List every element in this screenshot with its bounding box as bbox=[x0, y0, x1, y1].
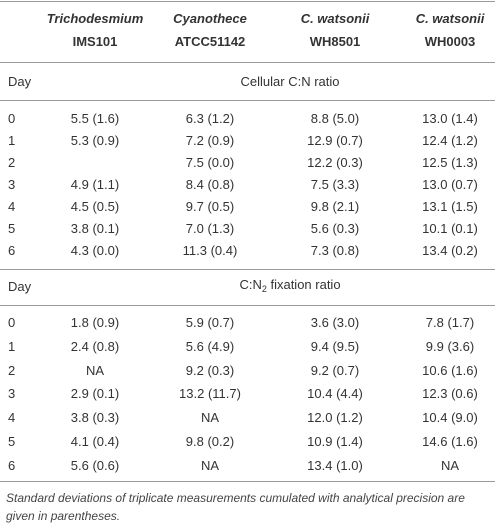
day: 1 bbox=[8, 133, 16, 148]
day: 3 bbox=[8, 386, 16, 402]
rule bbox=[0, 1, 495, 2]
cell: 3.6 (3.0) bbox=[310, 315, 360, 330]
day: 5 bbox=[8, 434, 16, 449]
cell: 13.2 (11.7) bbox=[179, 386, 241, 402]
cell: 3.8 (0.1) bbox=[70, 221, 120, 236]
cell: NA bbox=[200, 457, 220, 473]
section-title: Cellular C:N ratio bbox=[241, 74, 340, 90]
cell: 4.1 (0.4) bbox=[70, 434, 120, 449]
day: 2 bbox=[8, 362, 16, 378]
cell: 9.7 (0.5) bbox=[185, 199, 235, 214]
section-title-subscript: 2 bbox=[261, 284, 267, 294]
column-strain: WH8501 bbox=[309, 34, 361, 49]
cell: 13.1 (1.5) bbox=[422, 199, 478, 214]
cell: 5.5 (1.6) bbox=[70, 111, 120, 126]
cell: 9.9 (3.6) bbox=[425, 338, 475, 354]
cell: 9.4 (9.5) bbox=[310, 338, 360, 354]
rule bbox=[0, 62, 495, 63]
footnote: Standard deviations of triplicate measur… bbox=[6, 491, 465, 523]
day: 0 bbox=[8, 315, 16, 330]
day: 4 bbox=[8, 410, 16, 426]
section-title: C:N2 fixation ratio bbox=[239, 277, 340, 297]
cell: NA bbox=[85, 362, 105, 378]
cell: 7.0 (1.3) bbox=[185, 221, 235, 236]
column-name: C. watsonii bbox=[300, 11, 370, 26]
day: 0 bbox=[8, 111, 16, 126]
section-title-prefix: C:N bbox=[239, 277, 262, 292]
cell: 9.8 (2.1) bbox=[310, 199, 360, 214]
cell: 10.4 (4.4) bbox=[307, 386, 363, 402]
rule bbox=[0, 269, 495, 270]
cell: 6.3 (1.2) bbox=[185, 111, 235, 126]
cell: 7.2 (0.9) bbox=[185, 133, 235, 148]
cell: 12.9 (0.7) bbox=[307, 133, 363, 148]
rule bbox=[0, 100, 495, 101]
cell: 10.9 (1.4) bbox=[307, 434, 363, 449]
day: 1 bbox=[8, 338, 16, 354]
day: 6 bbox=[8, 457, 16, 473]
cell: NA bbox=[200, 410, 220, 426]
column-strain: WH0003 bbox=[424, 34, 476, 49]
cell: 12.4 (1.2) bbox=[422, 133, 478, 148]
cell: 9.8 (0.2) bbox=[185, 434, 235, 449]
cell: 8.4 (0.8) bbox=[185, 177, 235, 192]
cell: 12.3 (0.6) bbox=[422, 386, 478, 402]
cell: 7.5 (0.0) bbox=[185, 155, 235, 170]
day: 5 bbox=[8, 221, 16, 236]
cell: 9.2 (0.3) bbox=[185, 362, 235, 378]
day: 4 bbox=[8, 199, 16, 214]
cell: 7.3 (0.8) bbox=[310, 243, 360, 258]
cell: 5.6 (0.6) bbox=[70, 457, 120, 473]
cell: 13.4 (1.0) bbox=[307, 457, 363, 473]
cell: 2.4 (0.8) bbox=[70, 338, 120, 354]
cell: 13.0 (0.7) bbox=[422, 177, 478, 192]
cell: 5.6 (0.3) bbox=[310, 221, 360, 236]
cell: 3.8 (0.3) bbox=[70, 410, 120, 426]
cell: 9.2 (0.7) bbox=[310, 362, 360, 378]
cell: 10.4 (9.0) bbox=[422, 410, 478, 426]
cell: 4.9 (1.1) bbox=[70, 177, 120, 192]
cell: 12.2 (0.3) bbox=[307, 155, 363, 170]
day: 3 bbox=[8, 177, 16, 192]
cell: 13.4 (0.2) bbox=[422, 243, 478, 258]
cell: 14.6 (1.6) bbox=[422, 434, 478, 449]
cell: 4.3 (0.0) bbox=[70, 243, 120, 258]
column-strain: IMS101 bbox=[72, 34, 118, 49]
rule bbox=[0, 481, 495, 482]
column-name: C. watsonii bbox=[415, 11, 485, 26]
cell: 5.3 (0.9) bbox=[70, 133, 120, 148]
cell: 10.6 (1.6) bbox=[422, 362, 478, 378]
cell: 13.0 (1.4) bbox=[422, 111, 478, 126]
day-label: Day bbox=[8, 74, 32, 89]
day: 6 bbox=[8, 243, 16, 258]
cell: NA bbox=[440, 457, 460, 473]
column-strain: ATCC51142 bbox=[174, 34, 246, 49]
cell: 4.5 (0.5) bbox=[70, 199, 120, 214]
cell: 12.5 (1.3) bbox=[422, 155, 478, 170]
day: 2 bbox=[8, 155, 16, 170]
cell: 2.9 (0.1) bbox=[70, 386, 120, 402]
cell: 1.8 (0.9) bbox=[70, 315, 120, 330]
cell: 12.0 (1.2) bbox=[307, 410, 363, 426]
cell: 5.6 (4.9) bbox=[185, 338, 235, 354]
cell: 11.3 (0.4) bbox=[182, 243, 238, 258]
day-label: Day bbox=[8, 279, 32, 294]
cell: 10.1 (0.1) bbox=[422, 221, 478, 236]
rule bbox=[0, 305, 495, 306]
column-name: Cyanothece bbox=[173, 11, 247, 26]
section-title-suffix: fixation ratio bbox=[266, 277, 341, 292]
cell: 8.8 (5.0) bbox=[310, 111, 360, 126]
section-title-prefix: Cellular C:N ratio bbox=[240, 74, 340, 89]
cell: 7.8 (1.7) bbox=[425, 315, 475, 330]
column-name: Trichodesmium bbox=[46, 11, 144, 26]
cell: 7.5 (3.3) bbox=[310, 177, 360, 192]
cell: 5.9 (0.7) bbox=[185, 315, 235, 330]
